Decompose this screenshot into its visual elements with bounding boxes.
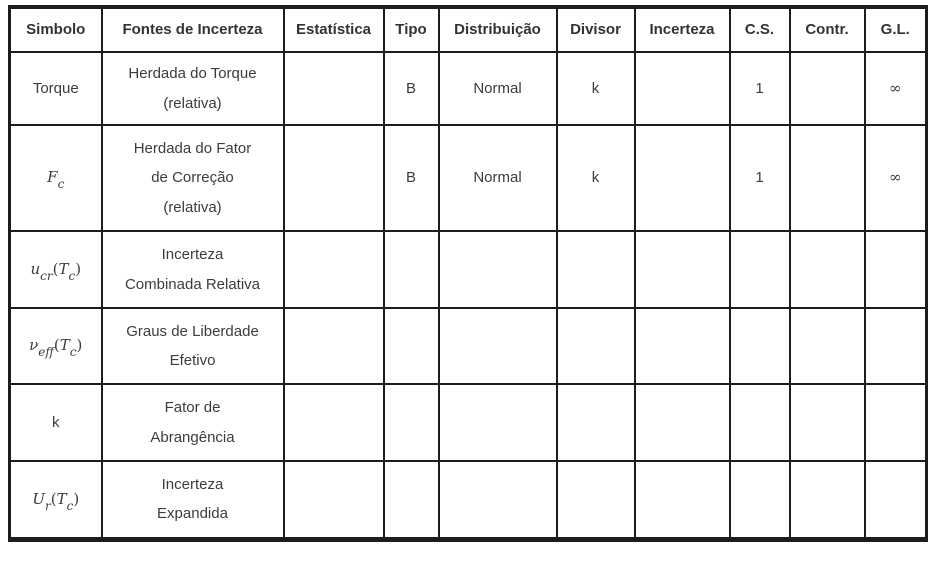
cell-distribuicao: Normal	[437, 124, 558, 232]
table-row: νeff(Tc) Graus de Liberdade Efetivo	[8, 307, 928, 385]
cell-incerteza	[633, 460, 731, 540]
cell-simbolo: ucr(Tc)	[8, 230, 103, 309]
cell-incerteza	[633, 51, 731, 126]
uncertainty-budget-table: Simbolo Fontes de Incerteza Estatística …	[8, 5, 928, 542]
cell-gl	[863, 307, 928, 385]
cell-contr	[788, 124, 866, 232]
cell-cs	[728, 460, 791, 540]
cell-divisor	[555, 383, 636, 462]
table-body: Torque Herdada do Torque (relativa) B Normal…	[8, 51, 928, 540]
cell-fontes: Graus de Liberdade Efetivo	[100, 307, 285, 385]
header-simbolo: Simbolo	[8, 6, 103, 53]
table-row: Ur(Tc) Incerteza Expandida	[8, 460, 928, 540]
cell-divisor	[555, 307, 636, 385]
header-fontes: Fontes de Incerteza	[100, 6, 285, 53]
cell-estatistica	[282, 460, 385, 540]
table-row: k Fator de Abrangência	[8, 383, 928, 462]
header-distribuicao: Distribuição	[437, 6, 558, 53]
header-tipo: Tipo	[382, 6, 440, 53]
cell-distribuicao	[437, 460, 558, 540]
cell-fontes: Fator de Abrangência	[100, 383, 285, 462]
cell-contr	[788, 230, 866, 309]
header-cs: C.S.	[728, 6, 791, 53]
cell-estatistica	[282, 124, 385, 232]
cell-divisor	[555, 460, 636, 540]
cell-contr	[788, 383, 866, 462]
cell-cs: 1	[728, 51, 791, 126]
cell-fontes: Incerteza Expandida	[100, 460, 285, 540]
table-row: Fc Herdada do Fator de Correção (relativa) B…	[8, 124, 928, 232]
cell-gl	[863, 230, 928, 309]
cell-simbolo: Fc	[8, 124, 103, 232]
cell-distribuicao	[437, 230, 558, 309]
cell-contr	[788, 307, 866, 385]
cell-simbolo: Ur(Tc)	[8, 460, 103, 540]
cell-gl	[863, 460, 928, 540]
cell-incerteza	[633, 124, 731, 232]
cell-distribuicao: Normal	[437, 51, 558, 126]
cell-tipo	[382, 307, 440, 385]
cell-distribuicao	[437, 307, 558, 385]
cell-estatistica	[282, 383, 385, 462]
cell-contr	[788, 460, 866, 540]
cell-incerteza	[633, 383, 731, 462]
cell-cs	[728, 307, 791, 385]
cell-incerteza	[633, 230, 731, 309]
header-estatistica: Estatística	[282, 6, 385, 53]
cell-gl: ∞	[863, 124, 928, 232]
cell-simbolo: νeff(Tc)	[8, 307, 103, 385]
cell-fontes: Herdada do Torque (relativa)	[100, 51, 285, 126]
header-divisor: Divisor	[555, 6, 636, 53]
cell-estatistica	[282, 51, 385, 126]
cell-divisor	[555, 230, 636, 309]
cell-contr	[788, 51, 866, 126]
header-contr: Contr.	[788, 6, 866, 53]
cell-tipo: B	[382, 51, 440, 126]
header-gl: G.L.	[863, 6, 928, 53]
cell-simbolo: Torque	[8, 51, 103, 126]
cell-estatistica	[282, 307, 385, 385]
cell-fontes: Herdada do Fator de Correção (relativa)	[100, 124, 285, 232]
cell-divisor: k	[555, 51, 636, 126]
cell-cs	[728, 230, 791, 309]
cell-incerteza	[633, 307, 731, 385]
cell-tipo	[382, 230, 440, 309]
header-incerteza: Incerteza	[633, 6, 731, 53]
cell-divisor: k	[555, 124, 636, 232]
cell-fontes: Incerteza Combinada Relativa	[100, 230, 285, 309]
cell-distribuicao	[437, 383, 558, 462]
cell-gl: ∞	[863, 51, 928, 126]
cell-tipo	[382, 383, 440, 462]
cell-gl	[863, 383, 928, 462]
cell-estatistica	[282, 230, 385, 309]
table-row: ucr(Tc) Incerteza Combinada Relativa	[8, 230, 928, 309]
header-row: Simbolo Fontes de Incerteza Estatística …	[8, 6, 928, 53]
cell-cs	[728, 383, 791, 462]
cell-tipo	[382, 460, 440, 540]
table-row: Torque Herdada do Torque (relativa) B Normal…	[8, 51, 928, 126]
cell-cs: 1	[728, 124, 791, 232]
cell-simbolo: k	[8, 383, 103, 462]
cell-tipo: B	[382, 124, 440, 232]
